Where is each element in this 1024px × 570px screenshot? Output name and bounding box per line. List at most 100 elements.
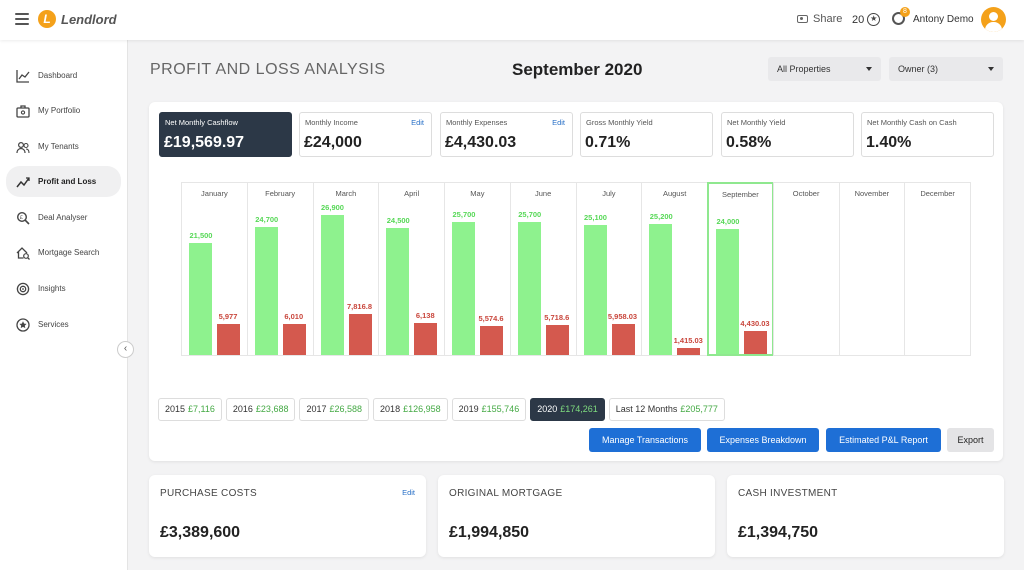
- income-bar[interactable]: [320, 215, 344, 355]
- expense-bar[interactable]: [545, 325, 569, 355]
- sidebar-item-my-portfolio[interactable]: My Portfolio: [6, 95, 121, 126]
- expense-bar[interactable]: [480, 326, 503, 355]
- sidebar-item-label: Dashboard: [38, 71, 78, 80]
- income-bar[interactable]: [452, 221, 475, 355]
- month-tick-label: December: [920, 189, 955, 198]
- owner-filter-dropdown[interactable]: Owner (3): [889, 57, 1003, 81]
- year-amount: £126,958: [403, 404, 441, 414]
- chart-month-june[interactable]: June 25,700 5,718.6: [509, 182, 577, 356]
- expenses-breakdown-button[interactable]: Expenses Breakdown: [707, 428, 819, 452]
- stat-monthly-expenses[interactable]: Monthly Expenses Edit £4,430.03: [440, 112, 573, 157]
- edit-purchase-costs-link[interactable]: Edit: [402, 488, 415, 497]
- month-tick-label: November: [854, 189, 890, 198]
- chart-month-july[interactable]: July 25,100 5,958.03: [575, 182, 643, 356]
- sidebar-item-profit-and-loss[interactable]: Profit and Loss: [6, 166, 121, 197]
- chart-month-october[interactable]: October: [772, 182, 840, 356]
- year-label: 2020: [537, 404, 558, 414]
- card-title: CASH INVESTMENT: [738, 488, 838, 499]
- property-filter-dropdown[interactable]: All Properties: [768, 57, 881, 81]
- chart-month-november[interactable]: November: [838, 182, 906, 356]
- expense-data-label: 5,977: [218, 311, 238, 321]
- top-bar: L Lendlord Share 20 ★ 8 Antony Demo: [0, 0, 1024, 40]
- expense-bar[interactable]: [611, 324, 635, 355]
- chart-month-december[interactable]: December: [904, 182, 971, 356]
- stat-net-monthly-cashflow[interactable]: Net Monthly Cashflow £19,569.97: [159, 112, 292, 157]
- year-amount: £155,746: [481, 404, 520, 414]
- income-bar[interactable]: [189, 243, 212, 355]
- income-data-label: 24,700: [255, 214, 279, 224]
- expense-bar[interactable]: [348, 314, 372, 355]
- income-bar[interactable]: [716, 229, 739, 354]
- star-icon: ★: [867, 13, 881, 26]
- stat-net-monthly-yield[interactable]: Net Monthly Yield 0.58%: [721, 112, 854, 157]
- year-selector: 2015 £7,116 2016 £23,688 2017 £26,588 2018 £126…: [158, 398, 725, 421]
- chart-month-april[interactable]: April 24,500 6,138: [378, 182, 445, 356]
- sidebar-item-label: Deal Analyser: [38, 213, 88, 222]
- stat-net-monthly-cash-on-cash[interactable]: Net Monthly Cash on Cash 1.40%: [861, 112, 994, 157]
- sidebar-item-services[interactable]: Services: [6, 309, 121, 340]
- edit-income-link[interactable]: Edit: [411, 118, 424, 127]
- notifications-button[interactable]: 8: [892, 7, 910, 26]
- month-tick-label: October: [792, 189, 820, 198]
- stat-monthly-income[interactable]: Monthly Income Edit £24,000: [299, 112, 432, 157]
- income-bar[interactable]: [583, 224, 607, 355]
- income-bar[interactable]: [649, 224, 673, 355]
- income-bar[interactable]: [517, 221, 541, 355]
- year-label: 2015: [165, 404, 186, 414]
- income-bar[interactable]: [254, 226, 278, 355]
- app-name[interactable]: Lendlord: [61, 12, 117, 27]
- income-bar[interactable]: [386, 227, 410, 355]
- share-label: Share: [813, 13, 843, 25]
- hamburger-menu-icon[interactable]: [15, 13, 29, 25]
- sidebar-item-label: Mortgage Search: [38, 248, 100, 257]
- year-button-2016[interactable]: 2016 £23,688: [225, 398, 296, 421]
- income-data-label: 25,200: [649, 212, 673, 222]
- month-tick-label: August: [662, 189, 687, 198]
- year-button-2020[interactable]: 2020 £174,261: [530, 398, 605, 421]
- expense-bar[interactable]: [217, 323, 240, 355]
- user-name[interactable]: Antony Demo: [913, 14, 974, 25]
- sidebar-item-deal-analyser[interactable]: £ Deal Analyser: [6, 202, 121, 233]
- expense-bar[interactable]: [744, 331, 767, 354]
- chart-month-march[interactable]: March 26,900 7,816.8: [312, 182, 380, 356]
- income-data-label: 24,500: [386, 215, 410, 225]
- year-button-2017[interactable]: 2017 £26,588: [299, 398, 370, 421]
- estimated-pl-report-button[interactable]: Estimated P&L Report: [826, 428, 941, 452]
- expense-bar[interactable]: [677, 347, 701, 355]
- stat-value: £24,000: [304, 134, 362, 151]
- stat-gross-monthly-yield[interactable]: Gross Monthly Yield 0.71%: [580, 112, 713, 157]
- export-button[interactable]: Export: [947, 428, 994, 452]
- chart-month-may[interactable]: May 25,700 5,574.6: [444, 182, 511, 356]
- expense-bar[interactable]: [414, 323, 438, 355]
- income-data-label: 25,100: [584, 212, 607, 222]
- chart-month-february[interactable]: February 24,700 6,010: [246, 182, 314, 356]
- year-label: Last 12 Months: [615, 404, 678, 414]
- sidebar-item-insights[interactable]: Insights: [6, 273, 121, 304]
- edit-expenses-link[interactable]: Edit: [552, 118, 565, 127]
- chart-month-august[interactable]: August 25,200 1,415.03: [641, 182, 708, 356]
- sidebar-item-mortgage-search[interactable]: Mortgage Search: [6, 237, 121, 268]
- collapse-sidebar-chevron-left-icon[interactable]: ‹: [117, 341, 134, 358]
- tenants-icon: [16, 140, 30, 154]
- year-button-last-12-months[interactable]: Last 12 Months £205,777: [608, 398, 725, 421]
- sidebar-item-dashboard[interactable]: Dashboard: [6, 60, 121, 91]
- chart-month-january[interactable]: January 21,500 5,977: [181, 182, 248, 356]
- year-button-2018[interactable]: 2018 £126,958: [373, 398, 448, 421]
- camera-icon: [797, 15, 808, 23]
- sidebar-item-my-tenants[interactable]: My Tenants: [6, 131, 121, 162]
- manage-transactions-button[interactable]: Manage Transactions: [589, 428, 701, 452]
- expense-data-label: 6,010: [284, 311, 304, 321]
- cash-investment-card: CASH INVESTMENT £1,394,750: [727, 475, 1004, 557]
- year-button-2015[interactable]: 2015 £7,116: [158, 398, 222, 421]
- share-button[interactable]: Share: [797, 13, 842, 25]
- expense-bar[interactable]: [282, 323, 306, 355]
- expense-data-label: 5,718.6: [544, 313, 570, 323]
- sidebar: Dashboard My Portfolio My Tenants Profit…: [0, 40, 128, 570]
- avatar[interactable]: [981, 7, 1006, 32]
- points-counter[interactable]: 20 ★: [852, 13, 881, 26]
- chart-month-september[interactable]: September 24,000 4,430.03: [707, 182, 774, 356]
- stat-value: 0.71%: [585, 134, 631, 151]
- purchase-costs-card: PURCHASE COSTS Edit £3,389,600: [149, 475, 426, 557]
- year-button-2019[interactable]: 2019 £155,746: [451, 398, 527, 421]
- expense-data-label: 4,430.03: [740, 319, 770, 328]
